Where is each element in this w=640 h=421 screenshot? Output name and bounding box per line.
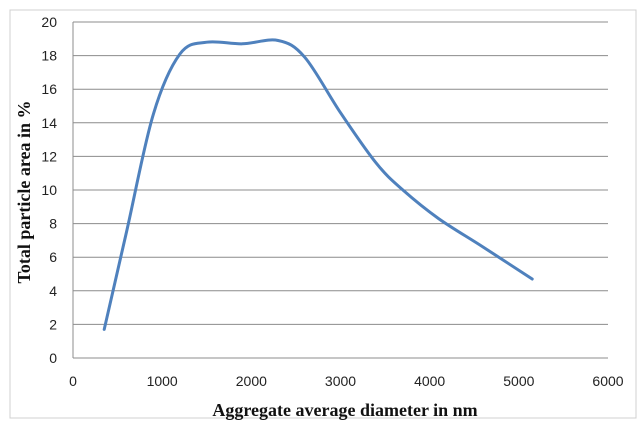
x-tick-label: 4000	[414, 373, 445, 389]
series-line	[102, 38, 534, 331]
y-tick-label: 20	[41, 14, 57, 30]
x-axis-title: Aggregate average diameter in nm	[212, 400, 477, 420]
y-tick-label: 14	[41, 115, 57, 131]
series-lines	[102, 38, 534, 331]
y-tick-label: 18	[41, 48, 57, 64]
x-tick-label: 6000	[592, 373, 623, 389]
gridlines	[72, 21, 608, 359]
y-tick-label: 0	[49, 350, 57, 366]
y-tick-label: 8	[49, 216, 57, 232]
y-tick-label: 10	[41, 182, 57, 198]
chart-border	[9, 9, 637, 419]
x-tick-label: 5000	[503, 373, 534, 389]
x-tick-label: 0	[69, 373, 77, 389]
y-axis-title: Total particle area in %	[14, 101, 34, 284]
y-tick-labels: 0 2 4 6 8 10 12 14 16 18 20	[41, 14, 57, 366]
y-tick-label: 4	[49, 283, 57, 299]
y-tick-label: 2	[49, 316, 57, 332]
x-tick-label: 1000	[147, 373, 178, 389]
y-tick-label: 16	[41, 81, 57, 97]
x-tick-labels: 0 1000 2000 3000 4000 5000 6000	[69, 373, 624, 389]
x-tick-label: 2000	[236, 373, 267, 389]
x-tick-label: 3000	[325, 373, 356, 389]
y-tick-label: 6	[49, 249, 57, 265]
y-tick-label: 12	[41, 148, 57, 164]
